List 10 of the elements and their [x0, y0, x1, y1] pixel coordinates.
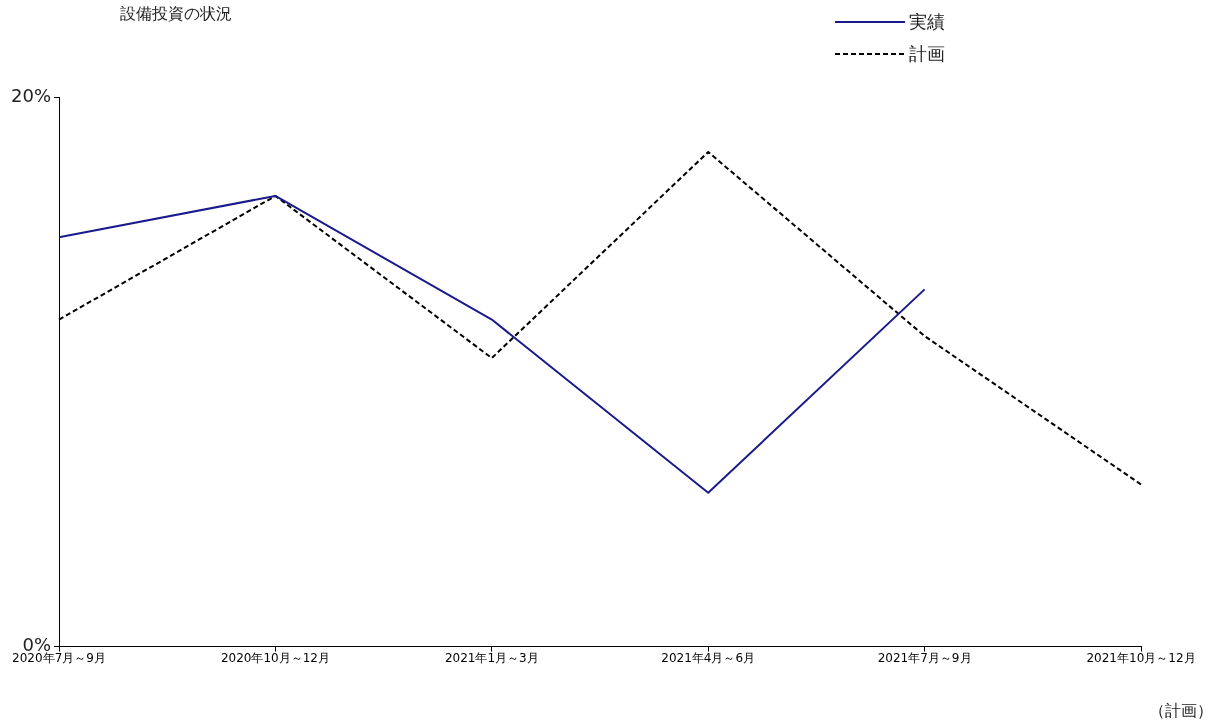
chart-title: 設備投資の状況 — [120, 4, 232, 25]
x-tick-label: 2021年7月～9月 — [877, 650, 972, 665]
x-tick-label: 2021年1月～3月 — [444, 650, 539, 665]
y-tick-label: 20% — [10, 84, 52, 106]
text: （計画） — [1149, 701, 1213, 722]
legend-label: 計画 — [909, 42, 945, 66]
legend-label: 実績 — [909, 10, 945, 34]
x-tick-label: 2021年4月～6月 — [661, 650, 756, 665]
x-tick-label: 2021年10月～12月 — [1086, 650, 1196, 665]
x-tick-label: 2020年10月～12月 — [220, 650, 330, 665]
